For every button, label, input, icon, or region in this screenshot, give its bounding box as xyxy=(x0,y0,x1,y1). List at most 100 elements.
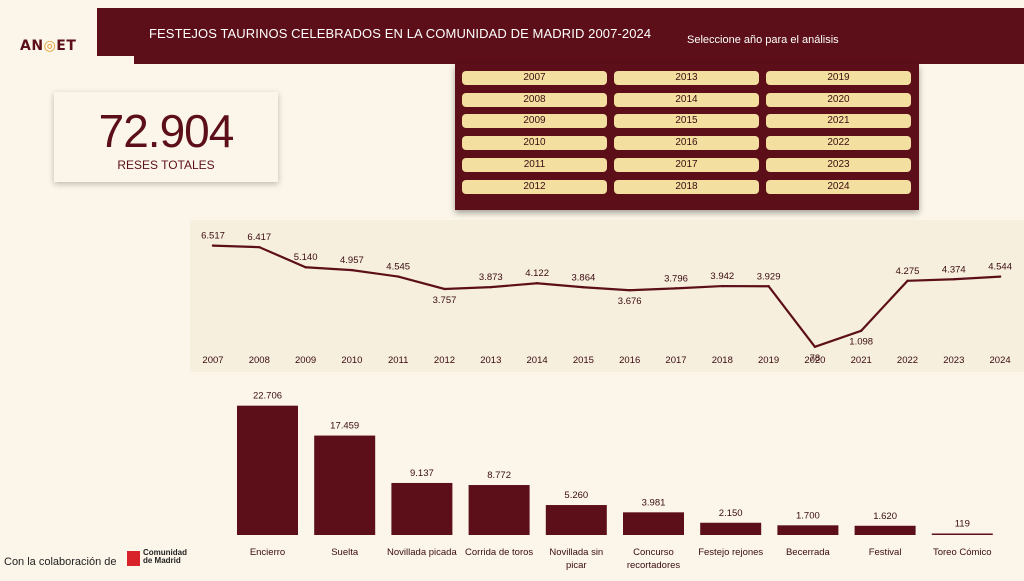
year-button-2013[interactable]: 2013 xyxy=(614,71,759,85)
line-point-2023 xyxy=(952,278,955,281)
line-point-2024 xyxy=(998,275,1002,278)
year-selector-panel: 2007 2008 2009 2010 2011 2012 2013 2014 2015 2016… xyxy=(455,64,919,210)
line-point-2022 xyxy=(906,279,909,283)
total-value: 72.904 xyxy=(98,105,235,157)
line-point-2017 xyxy=(674,287,678,290)
line-point-2011 xyxy=(397,275,400,278)
line-data-label-2007: 6.517 xyxy=(201,231,225,242)
line-point-2013 xyxy=(489,285,492,289)
year-button-2023[interactable]: 2023 xyxy=(766,157,911,172)
line-x-tick-2014: 2014 xyxy=(527,355,548,366)
line-x-tick-2009: 2009 xyxy=(295,355,316,366)
line-data-label-2014: 4.122 xyxy=(525,268,549,279)
year-button-2012[interactable]: 2012 xyxy=(462,179,607,194)
page-title: FESTEJOS TAURINOS CELEBRADOS EN LA COMUN… xyxy=(149,26,652,41)
line-data-label-2008: 6.417 xyxy=(247,232,271,243)
line-point-2018 xyxy=(721,284,724,288)
line-data-label-2019: 3.929 xyxy=(757,271,781,282)
line-data-label-2018: 3.942 xyxy=(710,271,734,282)
footer-text: Con la colaboración de xyxy=(4,556,117,568)
bar-4 xyxy=(545,505,607,535)
year-button-2007[interactable]: 2007 xyxy=(462,71,607,85)
year-button-2010[interactable]: 2010 xyxy=(462,136,607,151)
bar-category-label-6: Festejo rejones xyxy=(698,547,763,558)
year-button-2008[interactable]: 2008 xyxy=(462,92,607,107)
bar-category-label-5: Concurso recortadores xyxy=(627,547,681,571)
year-button-2015[interactable]: 2015 xyxy=(614,114,759,129)
bar-2 xyxy=(391,482,453,535)
line-data-label-2010: 4.957 xyxy=(340,255,364,266)
bar-data-label-0: 22.706 xyxy=(253,391,282,402)
partner-name: Comunidad de Madrid xyxy=(143,549,187,565)
year-button-2022[interactable]: 2022 xyxy=(766,136,911,151)
bar-category-label-9: Toreo Cómico xyxy=(933,547,992,558)
line-x-tick-2011: 2011 xyxy=(388,355,408,366)
line-data-label-2020: 78 xyxy=(810,353,821,364)
year-button-2016[interactable]: 2016 xyxy=(614,136,759,151)
bar-category-label-7: Becerrada xyxy=(786,547,831,558)
total-card: 72.904 RESES TOTALES xyxy=(54,92,278,182)
line-data-label-2011: 4.545 xyxy=(386,262,410,273)
line-data-label-2012: 3.757 xyxy=(433,295,457,306)
bar-data-label-5: 3.981 xyxy=(642,497,666,508)
bar-category-label-2: Novillada picada xyxy=(387,547,457,558)
year-button-2011[interactable]: 2011 xyxy=(462,157,607,172)
bar-chart-panel: 22.706 Encierro 17.459 Suelta 9.137 Novillada… xyxy=(190,372,1024,576)
bar-3 xyxy=(468,485,530,535)
bar-data-label-7: 1.700 xyxy=(796,510,820,521)
line-point-2014 xyxy=(535,282,539,285)
year-button-2014[interactable]: 2014 xyxy=(614,92,759,107)
line-x-tick-2013: 2013 xyxy=(480,355,501,366)
line-x-tick-2012: 2012 xyxy=(434,355,455,366)
line-data-label-2009: 5.140 xyxy=(294,252,318,263)
line-x-tick-2022: 2022 xyxy=(897,355,918,366)
line-point-2019 xyxy=(767,285,770,288)
bar-data-label-3: 8.772 xyxy=(487,470,511,481)
bar-data-label-8: 1.620 xyxy=(873,511,897,522)
line-x-tick-2017: 2017 xyxy=(665,355,686,366)
logo-text-right: ET xyxy=(56,38,77,54)
line-x-tick-2021: 2021 xyxy=(851,355,872,366)
bar-chart: 22.706 Encierro 17.459 Suelta 9.137 Novillada… xyxy=(237,391,993,571)
line-x-tick-2008: 2008 xyxy=(249,355,270,366)
bar-9 xyxy=(931,533,993,535)
line-x-tick-2007: 2007 xyxy=(202,355,223,366)
line-x-tick-2019: 2019 xyxy=(758,355,779,366)
comunidad-madrid-logo: Comunidad de Madrid xyxy=(127,549,187,569)
bar-data-label-4: 5.260 xyxy=(564,490,588,501)
bar-data-label-2: 9.137 xyxy=(410,468,434,479)
year-button-2009[interactable]: 2009 xyxy=(462,114,607,129)
bar-5 xyxy=(623,512,684,535)
bar-category-label-1: Suelta xyxy=(331,547,359,558)
line-data-label-2016: 3.676 xyxy=(618,296,642,307)
year-button-2018[interactable]: 2018 xyxy=(614,179,759,194)
partner-line-2: de Madrid xyxy=(143,556,181,565)
line-point-2008 xyxy=(258,245,261,249)
line-data-label-2017: 3.796 xyxy=(664,273,688,284)
line-x-tick-2024: 2024 xyxy=(990,355,1011,366)
line-chart: 6.517 2007 6.417 2008 5.140 2009 4.957 2010 4.54… xyxy=(201,231,1012,366)
line-data-label-2023: 4.374 xyxy=(942,264,966,275)
line-chart-panel: 6.517 2007 6.417 2008 5.140 2009 4.957 2010 4.54… xyxy=(190,220,1024,372)
bar-7 xyxy=(777,525,839,535)
line-x-tick-2016: 2016 xyxy=(619,355,640,366)
line-point-2010 xyxy=(350,268,354,272)
logo-target-icon: ◎ xyxy=(43,38,57,54)
header-band-extension xyxy=(134,8,1024,64)
year-button-2024[interactable]: 2024 xyxy=(766,179,911,194)
year-button-2021[interactable]: 2021 xyxy=(766,114,911,129)
line-data-label-2021: 1.098 xyxy=(849,337,873,348)
bar-category-label-0: Encierro xyxy=(250,547,285,558)
line-point-2009 xyxy=(304,266,307,269)
bar-8 xyxy=(854,525,916,535)
line-data-label-2022: 4.275 xyxy=(896,266,920,277)
line-point-2020 xyxy=(813,345,817,348)
madrid-flag-icon xyxy=(127,551,140,566)
year-button-2019[interactable]: 2019 xyxy=(766,71,911,85)
bar-0 xyxy=(237,405,298,535)
year-button-2017[interactable]: 2017 xyxy=(614,157,759,172)
line-x-tick-2015: 2015 xyxy=(573,355,594,366)
year-button-2020[interactable]: 2020 xyxy=(766,92,911,107)
bar-category-label-4: Novillada sin picar xyxy=(549,547,603,571)
line-x-tick-2023: 2023 xyxy=(943,355,964,366)
